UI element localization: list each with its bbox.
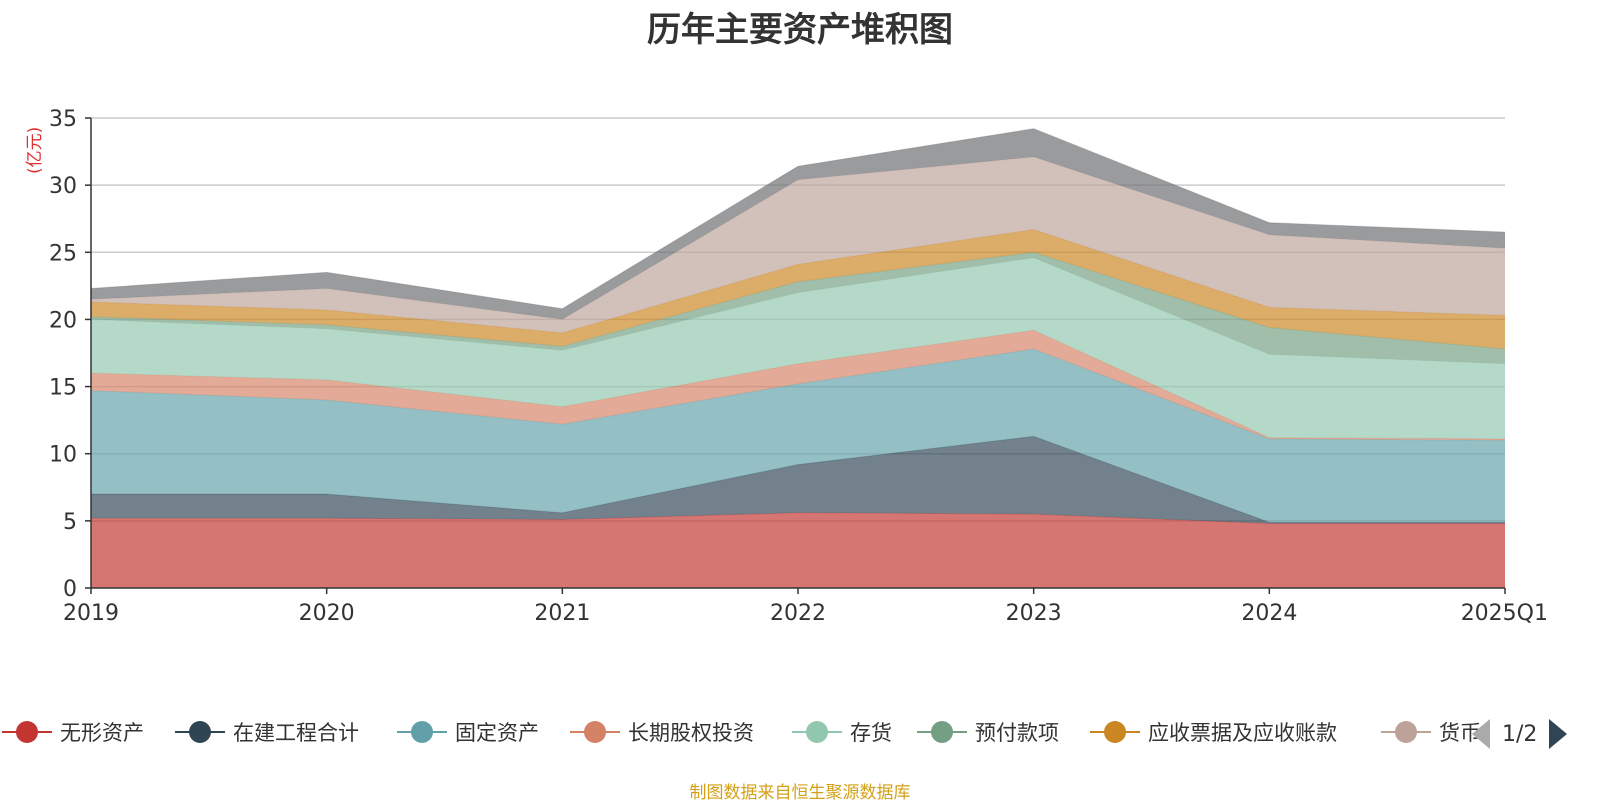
y-tick-label: 5 <box>63 510 77 535</box>
legend-prev-icon[interactable] <box>1472 719 1490 749</box>
area-series-0[interactable] <box>91 512 1505 588</box>
legend-item[interactable]: 存货 <box>792 712 892 752</box>
y-tick-label: 10 <box>49 443 77 468</box>
y-tick-label: 0 <box>63 577 77 602</box>
x-tick-label: 2019 <box>63 601 119 626</box>
legend-page-indicator: 1/2 <box>1502 721 1538 747</box>
x-tick-label: 2024 <box>1241 601 1297 626</box>
area-series-5[interactable] <box>91 252 1505 364</box>
legend-label: 固定资产 <box>455 721 539 745</box>
legend-symbol <box>397 719 447 745</box>
x-tick-label: 2023 <box>1006 601 1062 626</box>
legend-symbol <box>1090 719 1140 745</box>
legend: 无形资产 在建工程合计 固定资产 长期股权投资 存货 预付款项 应收票据及应收账款 货币资金 <box>0 712 1482 752</box>
legend-pager: 1/2 <box>1472 718 1568 750</box>
y-tick-label: 30 <box>49 174 77 199</box>
y-tick-label: 15 <box>49 376 77 401</box>
legend-symbol <box>917 719 967 745</box>
legend-label: 预付款项 <box>975 721 1059 745</box>
legend-label: 存货 <box>850 721 892 745</box>
legend-label: 长期股权投资 <box>628 721 754 745</box>
area-series-unlabeled[interactable] <box>91 128 1505 320</box>
y-tick-label: 35 <box>49 107 77 132</box>
legend-next-icon[interactable] <box>1549 719 1568 749</box>
legend-item[interactable]: 固定资产 <box>397 712 539 752</box>
legend-item[interactable]: 长期股权投资 <box>570 712 754 752</box>
legend-item[interactable]: 货币资金 <box>1381 712 1482 752</box>
legend-symbol <box>175 719 225 745</box>
legend-symbol <box>792 719 842 745</box>
x-tick-label: 2021 <box>534 601 590 626</box>
x-tick-label: 2022 <box>770 601 826 626</box>
legend-label: 无形资产 <box>60 721 144 745</box>
area-series-group <box>90 128 1506 588</box>
legend-label: 应收票据及应收账款 <box>1148 721 1337 745</box>
chart-title: 历年主要资产堆积图 <box>647 10 953 50</box>
legend-item[interactable]: 无形资产 <box>2 712 144 752</box>
legend-label: 在建工程合计 <box>233 721 359 745</box>
legend-symbol <box>1381 719 1431 745</box>
y-tick-label: 25 <box>49 241 77 266</box>
legend-item[interactable]: 应收票据及应收账款 <box>1090 712 1337 752</box>
legend-symbol <box>2 719 52 745</box>
stacked-area-chart: 0 5 10 15 20 25 30 35 2019 2020 2021 2022 2023 2024 20… <box>49 107 1548 626</box>
area-series-2[interactable] <box>91 349 1505 523</box>
legend-symbol <box>570 719 620 745</box>
y-tick-label: 20 <box>49 308 77 333</box>
area-series-4[interactable] <box>91 257 1505 439</box>
area-series-1[interactable] <box>91 436 1505 524</box>
area-series-7[interactable] <box>91 156 1505 333</box>
legend-item[interactable]: 在建工程合计 <box>175 712 359 752</box>
legend-item[interactable]: 预付款项 <box>917 712 1059 752</box>
x-tick-label: 2025Q1 <box>1461 601 1548 626</box>
source-note: 制图数据来自恒生聚源数据库 <box>689 783 911 803</box>
x-tick-label: 2020 <box>299 601 355 626</box>
axes: 0 5 10 15 20 25 30 35 2019 2020 2021 2022 2023 2024 20… <box>49 107 1548 626</box>
area-series-unlabeled-edge <box>90 128 1506 310</box>
